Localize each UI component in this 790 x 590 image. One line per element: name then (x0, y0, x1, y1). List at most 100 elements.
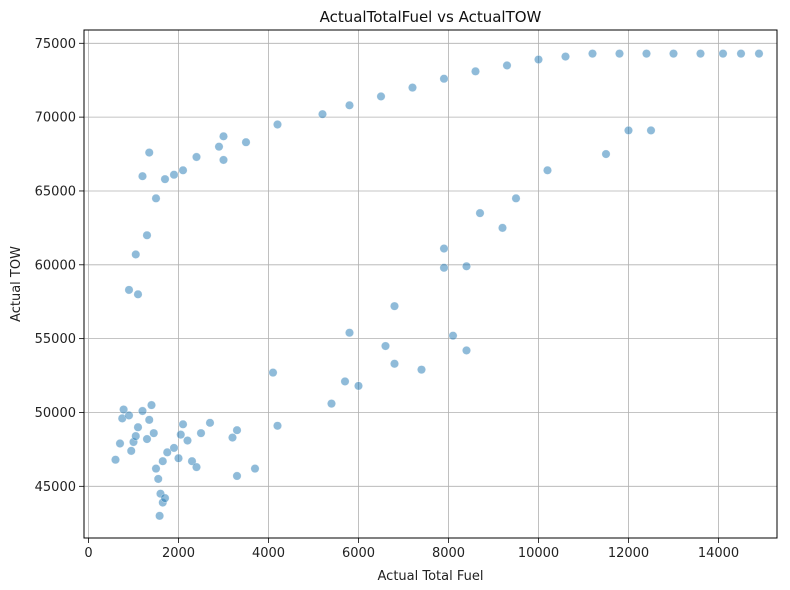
scatter-point (176, 430, 186, 440)
scatter-point (345, 328, 354, 338)
scatter-point (158, 456, 168, 466)
y-tick-label: 60000 (35, 258, 76, 273)
scatter-point (187, 456, 197, 466)
scatter-point (534, 55, 543, 64)
scatter-point (642, 49, 651, 59)
scatter-point (448, 331, 458, 341)
scatter-point (615, 49, 624, 59)
plot-frame (83, 29, 778, 539)
scatter-point (178, 165, 188, 175)
x-tick-label: 14000 (698, 546, 739, 561)
scatter-point (119, 405, 129, 414)
x-axis-ticks: 0 2000 4000 6000 8000 10000 12000 14000 (84, 538, 739, 561)
scatter-point (138, 406, 147, 416)
scatter-point (228, 433, 237, 443)
scatter-point (144, 415, 154, 425)
chart-title: ActualTotalFuel vs ActualTOW (320, 8, 542, 26)
scatter-point (327, 399, 336, 409)
y-tick-label: 50000 (35, 406, 76, 421)
scatter-point (160, 493, 170, 503)
y-axis-ticks: 45000 50000 55000 60000 65000 70000 75000 (35, 37, 84, 495)
scatter-point (588, 49, 597, 59)
scatter-point (376, 92, 386, 101)
scatter-point (345, 100, 354, 110)
y-axis-label: Actual TOW (9, 246, 24, 322)
x-tick-label: 12000 (608, 546, 649, 561)
scatter-point (624, 125, 633, 135)
x-tick-label: 4000 (252, 546, 285, 561)
x-tick-label: 10000 (518, 546, 559, 561)
scatter-point (126, 446, 136, 456)
scatter-point (149, 428, 159, 438)
scatter-point (124, 285, 134, 295)
y-tick-label: 75000 (35, 37, 76, 52)
scatter-point (151, 464, 161, 474)
scatter-point (153, 474, 163, 484)
y-tick-label: 55000 (35, 332, 76, 347)
scatter-point (241, 137, 251, 147)
scatter-point (131, 250, 141, 259)
y-tick-label: 70000 (35, 111, 76, 126)
scatter-point (754, 49, 764, 59)
scatter-point (205, 418, 215, 428)
scatter-point (232, 471, 242, 481)
scatter-point (124, 410, 134, 420)
y-tick-label: 65000 (35, 184, 76, 199)
scatter-point (183, 436, 192, 445)
scatter-point (471, 66, 480, 76)
scatter-point (219, 155, 228, 165)
scatter-point (439, 244, 449, 254)
scatter-point (601, 149, 611, 159)
scatter-point (408, 83, 417, 93)
scatter-point (178, 419, 188, 429)
scatter-point (138, 171, 147, 181)
scatter-point (561, 52, 570, 62)
scatter-point (381, 341, 390, 351)
scatter-point (142, 434, 152, 444)
scatter-point (162, 447, 172, 457)
scatter-point (340, 377, 350, 386)
scatter-point (219, 131, 228, 141)
scatter-point (151, 193, 161, 203)
x-tick-label: 8000 (432, 546, 465, 561)
scatter-point (462, 261, 471, 271)
scatter-point (318, 109, 327, 119)
scatter-point (169, 170, 179, 180)
scatter-point (502, 60, 512, 70)
scatter-point (144, 148, 154, 158)
scatter-point (232, 425, 242, 435)
grid (84, 30, 777, 538)
scatter-point (543, 165, 552, 175)
scatter-point (390, 359, 399, 369)
x-axis-label: Actual Total Fuel (378, 569, 484, 584)
scatter-point (111, 455, 120, 465)
scatter-point (147, 400, 156, 410)
scatter-point (462, 346, 471, 355)
scatter-point (174, 453, 183, 463)
scatter-point (250, 464, 260, 474)
scatter-point (192, 152, 201, 162)
scatter-point (131, 431, 141, 441)
scatter-point (160, 174, 170, 184)
scatter-point (390, 301, 399, 311)
scatter-point (498, 223, 507, 233)
scatter-point (133, 422, 143, 432)
scatter-point (169, 443, 179, 453)
scatter-point (196, 428, 206, 438)
scatter-point (273, 421, 282, 431)
scatter-point (273, 120, 282, 129)
scatter-points (111, 49, 764, 521)
scatter-point (718, 49, 728, 59)
scatter-point (475, 208, 485, 218)
scatter-point (155, 511, 165, 521)
scatter-point (354, 381, 363, 391)
scatter-point (439, 74, 449, 84)
scatter-point (268, 368, 278, 378)
scatter-point (417, 365, 426, 375)
scatter-point (115, 439, 125, 448)
scatter-point (192, 462, 201, 472)
x-tick-label: 6000 (342, 546, 375, 561)
x-tick-label: 0 (84, 546, 92, 561)
scatter-point (696, 49, 705, 59)
scatter-point (646, 125, 656, 135)
